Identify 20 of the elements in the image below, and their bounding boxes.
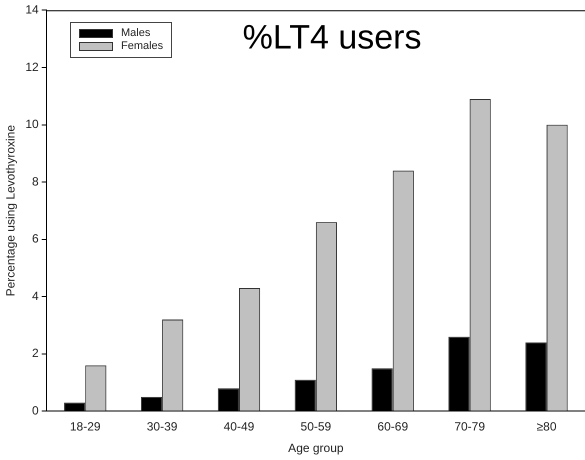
x-tick-label: ≥80 (536, 420, 557, 434)
y-tick-label: 12 (25, 60, 40, 74)
y-tick-label: 14 (25, 2, 40, 17)
x-tick-label: 40-49 (224, 420, 255, 434)
x-tick-label: 30-39 (146, 420, 178, 434)
y-axis-title: Percentage using Levothyroxine (4, 124, 18, 296)
chart-title: %LT4 users (242, 18, 422, 57)
y-tick-label: 4 (32, 288, 40, 303)
legend-label: Females (121, 40, 164, 53)
x-tick-label: 50-59 (300, 420, 332, 434)
x-tick-label: 70-79 (454, 420, 486, 434)
x-tick-label: 60-69 (377, 420, 408, 434)
y-tick-label: 10 (25, 117, 40, 132)
y-tick-label: 8 (32, 174, 40, 188)
y-tick-label: 6 (32, 232, 40, 246)
y-tick-label: 0 (32, 404, 40, 418)
y-tick-label: 2 (32, 346, 40, 360)
legend-label: Males (121, 27, 150, 40)
x-tick-label: 18-29 (70, 420, 101, 434)
x-axis-title: Age group (288, 441, 344, 456)
